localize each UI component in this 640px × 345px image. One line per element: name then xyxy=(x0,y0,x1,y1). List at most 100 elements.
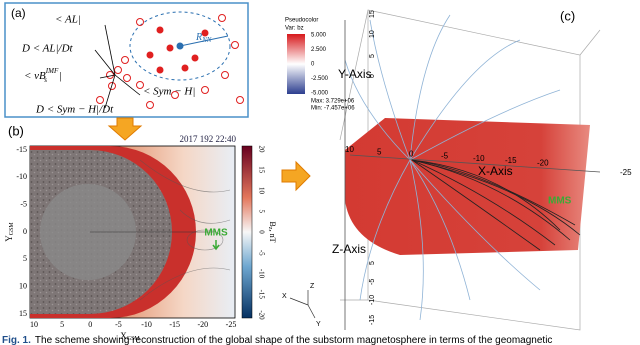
y-axis-title: YGSM xyxy=(4,222,15,242)
panel-a: (a) RNN < AL| D < AL|/Dt < vBIMF s | < Sym… xyxy=(4,2,249,118)
colorbar-tick-label: 15 xyxy=(257,166,265,174)
neighbor-circle xyxy=(129,11,231,81)
colorbar-tick-label: 10 xyxy=(257,187,265,195)
x-tick-label: 10 xyxy=(30,320,38,329)
axis-letter: X xyxy=(120,331,127,341)
x-axis-line xyxy=(349,154,601,173)
axis-title: X-Axis xyxy=(478,164,513,178)
timestamp: 2017 192 22:40 xyxy=(179,134,236,144)
x-axis-title: XGSM xyxy=(120,331,140,342)
caption-label: Fig. 1. xyxy=(2,335,31,345)
term-sub: s xyxy=(44,76,47,84)
legend-tick-label: -2.500 xyxy=(311,76,329,82)
y-tick-label: -10 xyxy=(16,172,27,181)
tick-label: 0 xyxy=(369,74,376,78)
tick-label: 0 xyxy=(409,150,414,159)
axis-sub: GSM xyxy=(127,336,141,342)
inner-cloud xyxy=(40,184,136,280)
x-tick-label: 5 xyxy=(60,320,64,329)
panel-label: (b) xyxy=(8,123,24,138)
panel-label: (a) xyxy=(11,6,26,20)
colorbar-tick-label: -20 xyxy=(257,310,265,320)
neighbor-points xyxy=(146,26,209,74)
x-tick-label: 0 xyxy=(88,320,92,329)
colorbar-tick-label: -15 xyxy=(257,290,265,300)
term: D < Sym − H|/Dt xyxy=(35,104,114,116)
x-tick-label: -10 xyxy=(141,320,152,329)
y-tick-label: 0 xyxy=(23,227,27,236)
triad-label: Y xyxy=(316,321,321,328)
panel-a-frame xyxy=(4,2,249,118)
triad xyxy=(289,290,316,319)
panel-label: (c) xyxy=(560,8,575,23)
radius-label: RNN xyxy=(195,32,212,43)
tick-label: -5 xyxy=(369,279,376,285)
tick-label: 5 xyxy=(369,54,376,58)
legend-min: Min: -7.457e+06 xyxy=(311,106,355,112)
down-arrow xyxy=(107,117,143,141)
x-tick-label: -25 xyxy=(226,320,237,329)
legend-colorbar xyxy=(287,34,305,94)
axis-title: Y-Axis xyxy=(338,67,372,81)
colorbar-tick-label: 20 xyxy=(257,146,265,154)
tick-label: -15 xyxy=(369,315,376,325)
panel-c: (c) Y-Axis X-Axis Z-Axis MMS -25 Pseudoc… xyxy=(282,8,632,331)
y-tick-label: 15 xyxy=(19,309,27,318)
axis-sub: GSM xyxy=(9,222,15,236)
data-points xyxy=(96,14,244,109)
tick-label: 5 xyxy=(377,147,382,156)
term-part: < vB xyxy=(24,70,46,82)
term-part: | xyxy=(59,70,62,82)
y-tick-label: 10 xyxy=(19,281,27,290)
tick-label: -10 xyxy=(473,154,485,163)
caption-text: The scheme showing reconstruction of the… xyxy=(35,335,553,345)
legend-max: Max: 3.729e+06 xyxy=(311,99,355,105)
radius-line xyxy=(179,35,229,47)
caption: Fig. 1. The scheme showing reconstruction… xyxy=(2,335,552,345)
tail-field-lines xyxy=(411,159,581,251)
axis-letter: Y xyxy=(4,235,14,242)
tick-label: -25 xyxy=(620,168,632,177)
contours xyxy=(139,159,231,301)
term: < Sym − H| xyxy=(143,86,195,98)
y-tick-label: -5 xyxy=(20,199,27,208)
legend-variable: Var: bz xyxy=(285,26,304,32)
y-tick-label: 5 xyxy=(23,254,27,263)
spacecraft-label: MMS xyxy=(548,196,572,207)
colorbar xyxy=(241,145,253,319)
legend-tick-label: 5.000 xyxy=(311,33,327,39)
legend-tick-label: 2.500 xyxy=(311,47,327,53)
triad-label: Z xyxy=(310,283,315,290)
right-arrow xyxy=(281,160,311,192)
term: < vBIMF s | xyxy=(24,67,62,84)
radius-base: R xyxy=(195,32,202,43)
term-arrows xyxy=(94,24,141,109)
bz-surface xyxy=(345,118,590,255)
field-lines xyxy=(344,14,561,321)
colorbar-tick-label: -5 xyxy=(257,250,265,256)
legend-tick-label: -5.000 xyxy=(311,91,329,97)
y-tick-label: -15 xyxy=(16,145,27,154)
colorbar-tick-label: -10 xyxy=(257,269,265,279)
x-tick-label: -5 xyxy=(115,320,122,329)
tick-label: 5 xyxy=(369,261,376,265)
axis-title: Z-Axis xyxy=(332,242,366,256)
x-tick-label: -15 xyxy=(169,320,180,329)
tick-label: -10 xyxy=(369,295,376,305)
legend-tick-label: 0 xyxy=(311,62,315,68)
tick-label: 10 xyxy=(369,30,376,38)
axis-unit: , nT xyxy=(268,230,277,243)
tick-label: -15 xyxy=(505,156,517,165)
x-tick-label: -20 xyxy=(198,320,209,329)
term: D < AL|/Dt xyxy=(21,43,74,55)
axis-letter: B xyxy=(268,222,277,227)
spacecraft-label: MMS xyxy=(204,228,228,239)
colorbar-tick-label: 5 xyxy=(257,210,265,214)
radius-sub: NN xyxy=(201,36,212,44)
legend-title: Pseudocolor xyxy=(285,18,318,24)
term: < AL| xyxy=(55,14,81,26)
tick-label: -5 xyxy=(441,152,449,161)
panel-b: (b) 2017 192 22:40 MMS YGSM XGSM Bz, nT … xyxy=(4,123,277,342)
triad-label: X xyxy=(282,293,287,300)
